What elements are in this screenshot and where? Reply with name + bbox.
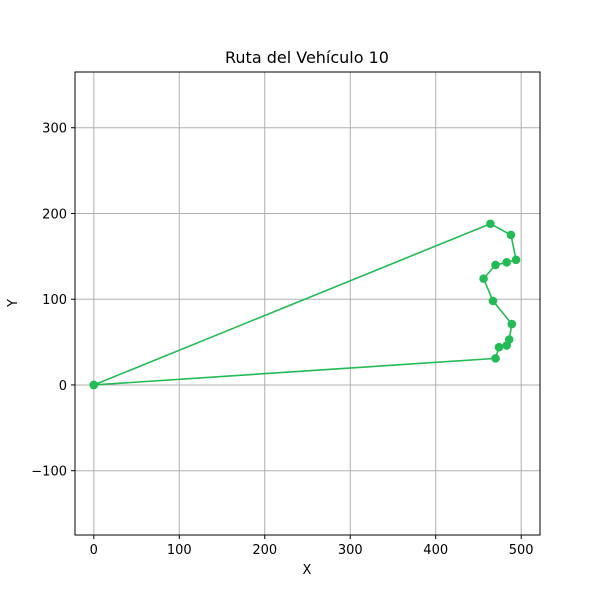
y-tick-label: 300 <box>42 122 67 137</box>
route-point <box>511 255 521 265</box>
x-tick-label: 0 <box>90 543 98 558</box>
y-tick-label: 0 <box>59 379 67 394</box>
y-axis-label: Y <box>6 299 21 308</box>
ticks: 0 100 200 300 400 500 −100 0 100 200 300 <box>31 122 533 558</box>
route-point <box>506 230 516 240</box>
route-point <box>491 354 500 363</box>
y-tick-label: 100 <box>42 293 67 308</box>
chart-title: Ruta del Vehículo 10 <box>225 48 389 67</box>
x-tick-label: 100 <box>167 543 192 558</box>
x-tick-label: 500 <box>509 543 534 558</box>
route-point <box>486 219 495 229</box>
plot-frame <box>74 71 541 536</box>
route-point <box>494 342 504 352</box>
route-point <box>89 380 99 390</box>
y-tick-label: −100 <box>31 465 67 480</box>
x-axis-label: X <box>303 563 312 578</box>
route-line <box>93 222 518 386</box>
series <box>89 219 521 390</box>
route-point <box>491 260 500 270</box>
x-tick-label: 200 <box>252 543 277 558</box>
y-tick-label: 200 <box>42 207 67 222</box>
x-tick-label: 300 <box>338 543 363 558</box>
route-point <box>502 258 511 267</box>
route-point <box>507 319 517 329</box>
grid <box>75 72 540 535</box>
route-point <box>479 274 488 283</box>
route-point <box>502 341 511 350</box>
route-point <box>488 296 498 306</box>
x-tick-label: 400 <box>423 543 448 558</box>
